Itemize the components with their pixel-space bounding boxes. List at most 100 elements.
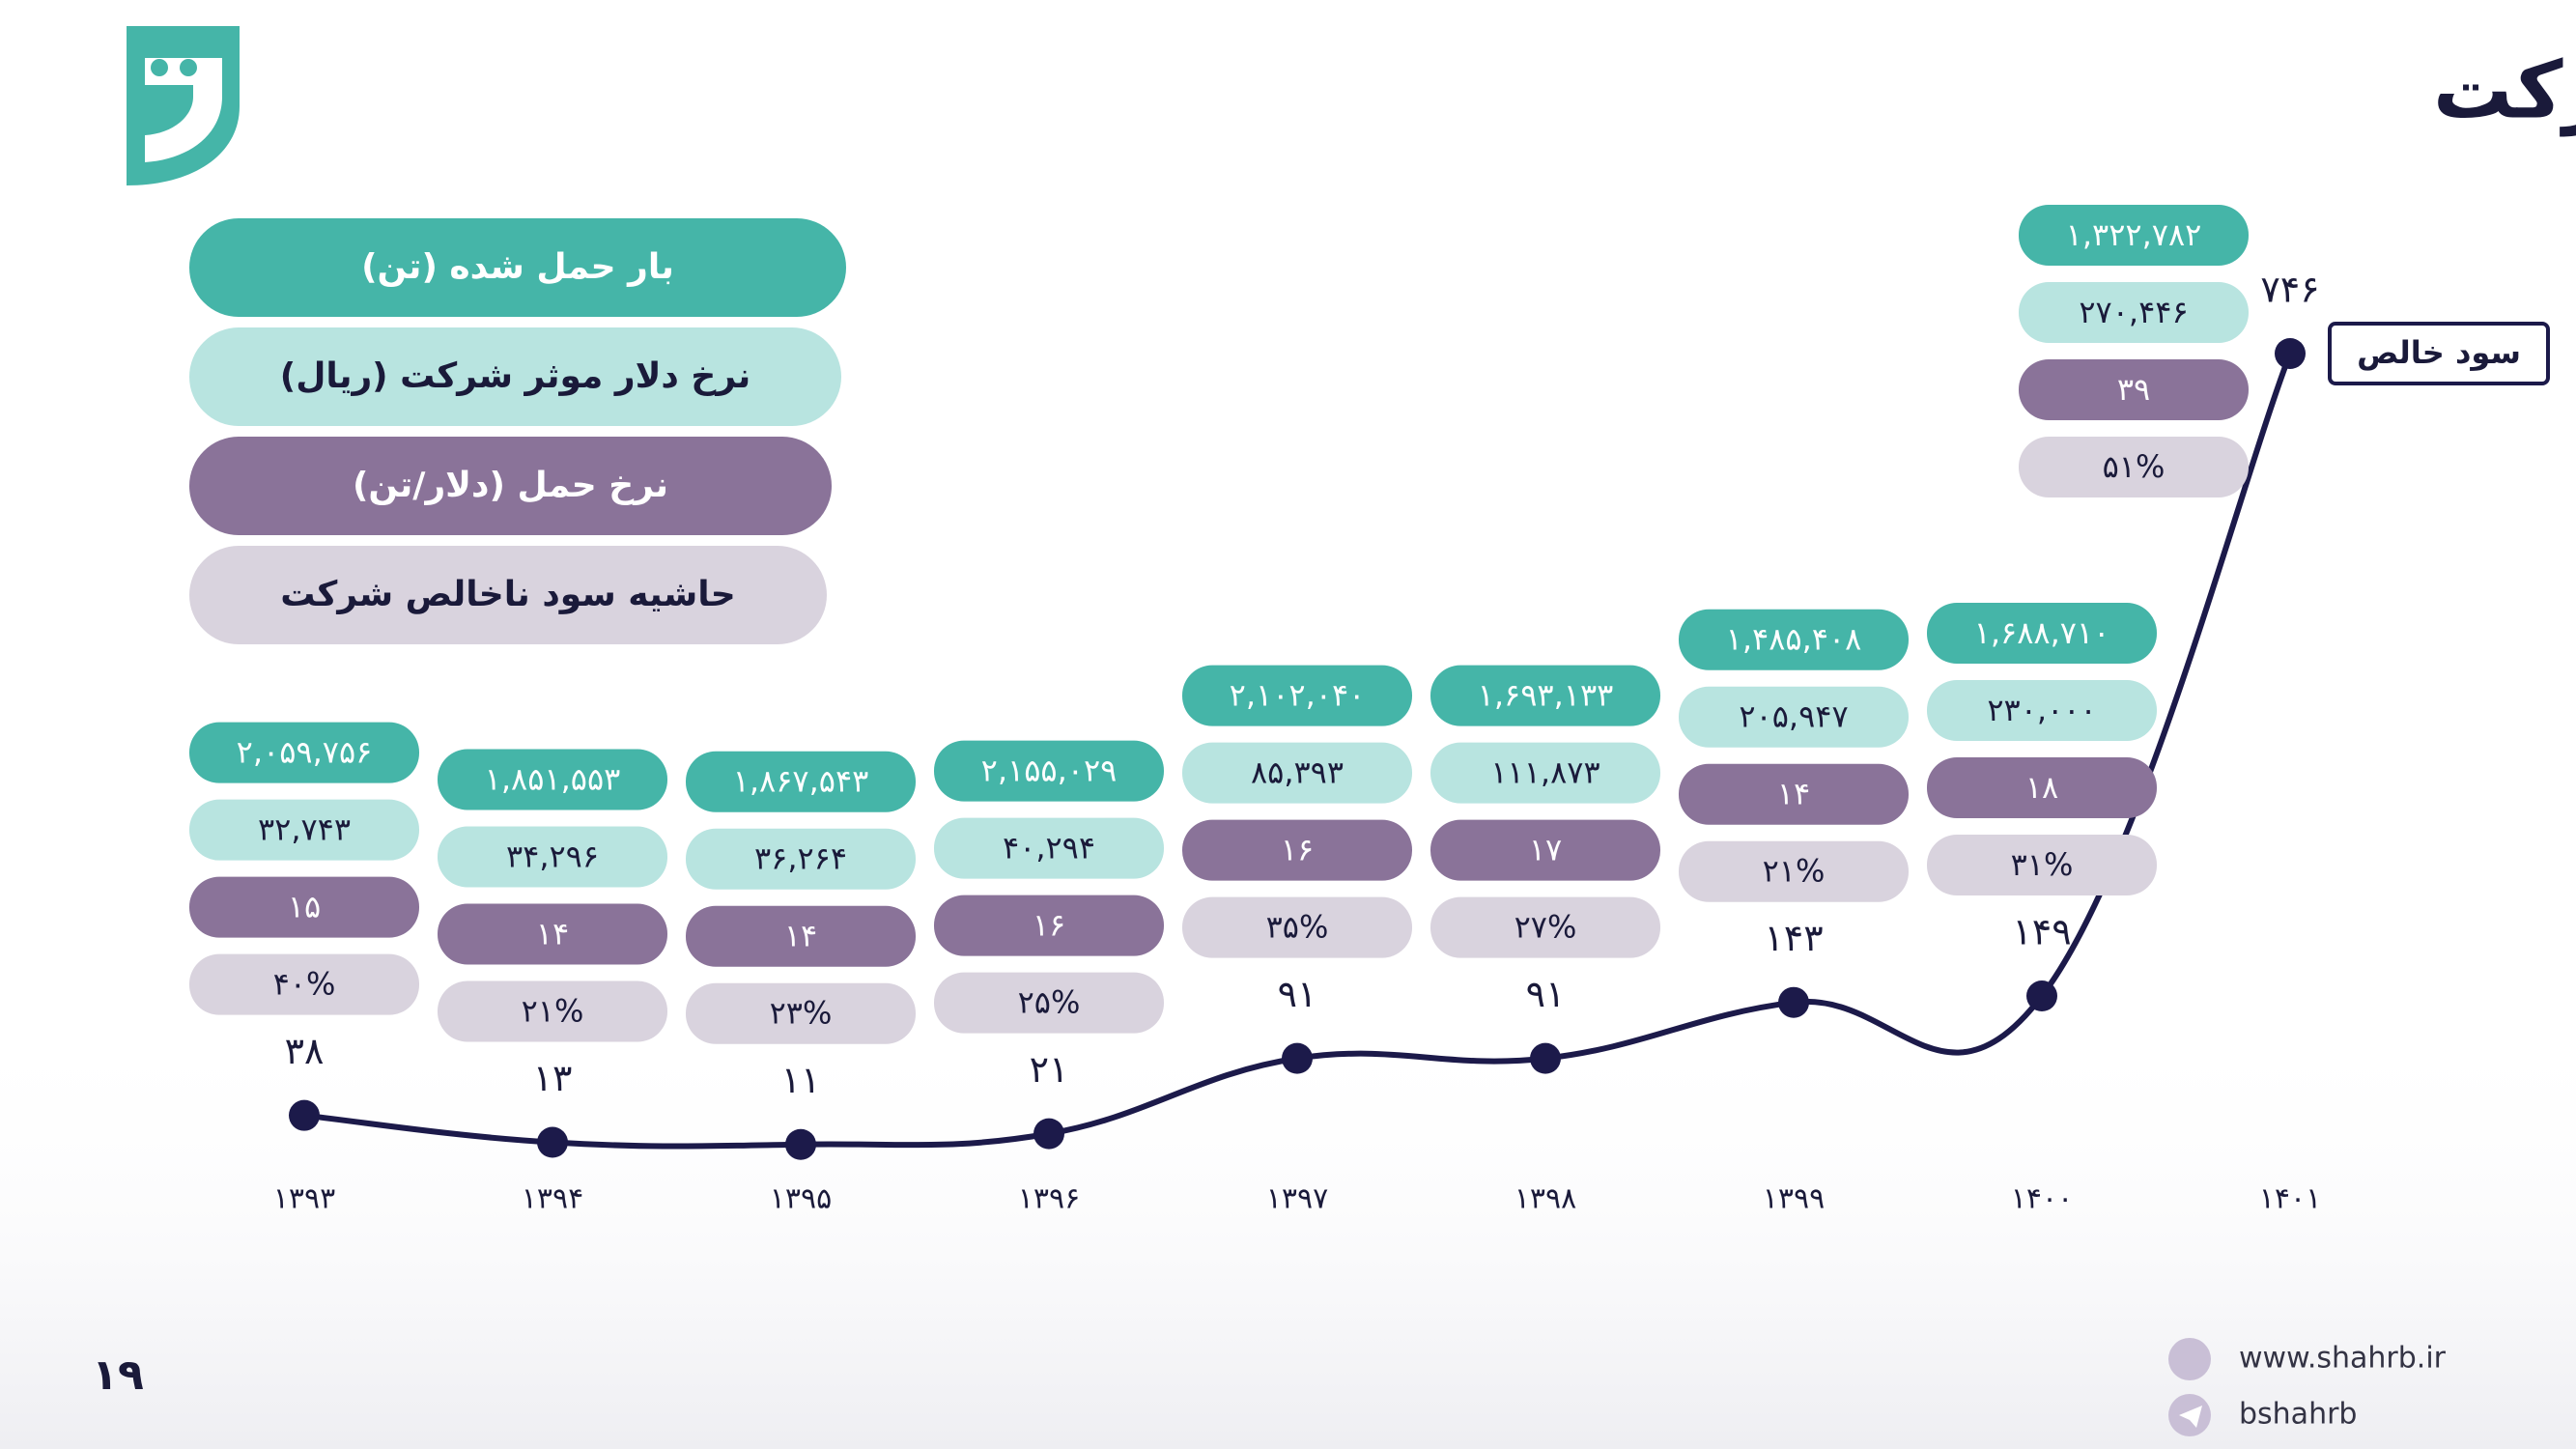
stat-box <box>189 799 419 861</box>
stat-value: ۱۶ <box>1033 907 1065 944</box>
stat-value: ۱,۸۵۱,۵۵۳ <box>485 761 621 798</box>
year-label: ۱۳۹۹ <box>1763 1182 1825 1216</box>
stat-value: ۱,۳۲۲,۷۸۲ <box>2066 216 2202 253</box>
stat-value: ۱۶ <box>1281 832 1314 868</box>
profit-value-label: ۹۱ <box>1526 973 1566 1015</box>
stat-value: ۱,۶۹۳,۱۳۳ <box>1478 677 1614 714</box>
year-label: ۱۳۹۸ <box>1514 1182 1576 1216</box>
stat-value: ۲۳% <box>770 995 833 1032</box>
stat-box <box>1679 686 1909 748</box>
legend-label: نرخ حمل (دلار/تن) <box>353 466 668 505</box>
stat-value: ۲۱% <box>1763 853 1826 890</box>
profit-value-label: ۹۱ <box>1278 973 1317 1015</box>
stat-value: ۲۱% <box>522 993 584 1030</box>
stat-box <box>1927 835 2157 896</box>
legend-label: بار حمل شده (تن) <box>361 247 674 287</box>
profit-point <box>2275 338 2306 369</box>
profit-point <box>2026 980 2057 1012</box>
legend-pill <box>189 546 827 644</box>
stat-value: ۱۵ <box>288 889 321 925</box>
stat-value: ۳۹ <box>2117 371 2150 408</box>
stat-value: ۱,۴۸۵,۴۰۸ <box>1726 621 1862 658</box>
stat-value: ۱۷ <box>1529 832 1562 868</box>
stat-box <box>1430 896 1660 958</box>
footer: ۱۹ www.shahrb.ir bshahrb <box>92 1338 2447 1436</box>
stat-box <box>1182 896 1412 958</box>
stat-box <box>1430 819 1660 881</box>
profit-value-label: ۳۸ <box>285 1030 325 1072</box>
profit-value-label: ۱۳ <box>533 1057 573 1099</box>
stat-value: ۱۱۱,۸۷۳ <box>1490 754 1599 791</box>
legend-label: حاشیه سود ناخالص شرکت <box>280 575 735 614</box>
profit-value-label: ۲۱ <box>1030 1048 1069 1091</box>
stat-box <box>1182 665 1412 726</box>
profit-value-label: ۱۱ <box>781 1059 821 1101</box>
stat-box <box>1430 665 1660 726</box>
stat-value: ۱۴ <box>784 918 817 954</box>
stat-box <box>2019 282 2249 343</box>
profit-point <box>1778 986 1809 1018</box>
stat-box <box>686 828 916 890</box>
stat-value: ۴۰,۲۹۴ <box>1003 830 1095 867</box>
stat-box <box>189 722 419 783</box>
website: www.shahrb.ir <box>2239 1342 2447 1376</box>
stat-box <box>438 903 667 965</box>
stat-value: ۲۵% <box>1018 984 1081 1021</box>
stat-box <box>686 751 916 812</box>
stat-value: ۲۷۰,۴۴۶ <box>2079 294 2188 330</box>
year-label: ۱۳۹۷ <box>1266 1182 1328 1216</box>
stat-value: ۱۴ <box>1777 776 1810 812</box>
profit-point <box>785 1128 816 1160</box>
stat-box <box>934 817 1164 879</box>
stat-value: ۱۴ <box>536 916 569 952</box>
stat-value: ۸۵,۳۹۳ <box>1251 754 1344 791</box>
stat-box <box>934 740 1164 802</box>
stat-value: ۲,۱۰۲,۰۴۰ <box>1230 677 1366 714</box>
legend-pill <box>189 218 846 317</box>
profit-point <box>1282 1042 1313 1074</box>
stat-box <box>686 982 916 1044</box>
stat-box <box>1927 680 2157 742</box>
year-label: ۱۴۰۱ <box>2259 1182 2321 1216</box>
legend-pill <box>189 437 832 535</box>
stat-box <box>2019 359 2249 420</box>
stat-value: ۲۳۰,۰۰۰ <box>1987 692 2096 728</box>
stat-box <box>189 876 419 938</box>
stat-value: ۲۷% <box>1514 909 1577 946</box>
stat-box <box>934 895 1164 956</box>
page-number: ۱۹ <box>92 1350 144 1400</box>
stat-box <box>1679 609 1909 670</box>
stat-box <box>1927 603 2157 665</box>
stat-value: ۲۰۵,۹۴۷ <box>1739 698 1848 735</box>
stat-value: ۳۵% <box>1266 909 1329 946</box>
profit-point <box>289 1099 320 1131</box>
legend-label: نرخ دلار موثر شرکت (ریال) <box>280 356 751 396</box>
stat-box <box>1182 742 1412 804</box>
year-label: ۱۳۹۶ <box>1018 1182 1080 1216</box>
stat-value: ۳۲,۷۴۳ <box>258 811 351 848</box>
stat-value: ۳۶,۲۶۴ <box>754 840 847 877</box>
stat-value: ۲,۰۵۹,۷۵۶ <box>237 734 373 771</box>
web-icon <box>2168 1338 2211 1380</box>
stat-value: ۳۴,۲۹۶ <box>506 838 599 875</box>
handle: bshahrb <box>2239 1398 2357 1432</box>
stat-value: ۱,۸۶۷,۵۴۳ <box>733 763 869 800</box>
year-label: ۱۳۹۳ <box>273 1182 335 1216</box>
background-fade <box>0 1014 2576 1449</box>
stat-box <box>1927 757 2157 819</box>
profit-point <box>1530 1042 1561 1074</box>
stat-value: ۴۰% <box>273 966 336 1003</box>
stat-value: ۳۱% <box>2011 846 2074 883</box>
stat-value: ۱۸ <box>2025 769 2058 806</box>
profit-point <box>1033 1118 1064 1150</box>
stat-box <box>438 826 667 888</box>
series-label: سود خالص <box>2357 334 2521 371</box>
stat-box <box>438 749 667 810</box>
stat-box <box>2019 205 2249 266</box>
stat-box <box>686 905 916 967</box>
legend-pill <box>189 327 841 426</box>
logo <box>127 26 240 185</box>
profit-value-label: ۱۴۹ <box>2012 911 2071 953</box>
